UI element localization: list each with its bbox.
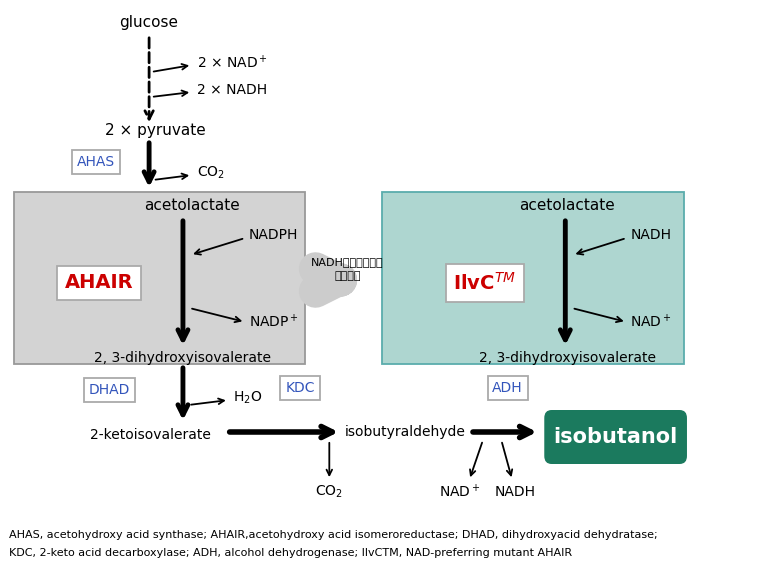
Text: isobutyraldehyde: isobutyraldehyde [345, 425, 465, 439]
Text: acetolactate: acetolactate [144, 198, 240, 212]
Text: glucose: glucose [120, 15, 179, 29]
Text: CO$_2$: CO$_2$ [315, 484, 343, 500]
Text: AHAS: AHAS [77, 155, 115, 169]
FancyBboxPatch shape [14, 192, 304, 364]
Text: AHAIR: AHAIR [65, 274, 133, 292]
Text: IlvC$^{TM}$: IlvC$^{TM}$ [453, 272, 517, 294]
Text: 2 × NADH: 2 × NADH [197, 83, 267, 97]
Text: DHAD: DHAD [89, 383, 130, 397]
FancyBboxPatch shape [544, 410, 687, 464]
Text: 入れ替え: 入れ替え [334, 271, 361, 281]
Text: NAD$^+$: NAD$^+$ [439, 483, 481, 501]
Text: NADH: NADH [494, 485, 536, 499]
Text: KDC, 2-keto acid decarboxylase; ADH, alcohol dehydrogenase; IlvCTM, NAD-preferri: KDC, 2-keto acid decarboxylase; ADH, alc… [9, 548, 572, 558]
Text: NADH: NADH [630, 228, 671, 242]
Text: NADH特異的反応と: NADH特異的反応と [311, 257, 384, 267]
Text: NAD$^+$: NAD$^+$ [630, 314, 672, 331]
Text: KDC: KDC [285, 381, 315, 395]
Text: H$_2$O: H$_2$O [233, 390, 262, 406]
Text: ADH: ADH [492, 381, 523, 395]
Text: 2 × pyruvate: 2 × pyruvate [105, 122, 206, 137]
Text: 2, 3-dihydroxyisovalerate: 2, 3-dihydroxyisovalerate [95, 351, 272, 365]
Text: acetolactate: acetolactate [520, 198, 615, 212]
Text: isobutanol: isobutanol [553, 427, 678, 447]
Text: NADPH: NADPH [249, 228, 298, 242]
Text: 2, 3-dihydroxyisovalerate: 2, 3-dihydroxyisovalerate [478, 351, 655, 365]
Text: NADP$^+$: NADP$^+$ [249, 314, 299, 331]
Text: AHAS, acetohydroxy acid synthase; AHAIR,acetohydroxy acid isomeroreductase; DHAD: AHAS, acetohydroxy acid synthase; AHAIR,… [9, 530, 658, 540]
Text: 2 × NAD$^+$: 2 × NAD$^+$ [197, 54, 268, 71]
FancyBboxPatch shape [382, 192, 684, 364]
Text: CO$_2$: CO$_2$ [197, 165, 224, 181]
Text: 2-ketoisovalerate: 2-ketoisovalerate [91, 428, 211, 442]
